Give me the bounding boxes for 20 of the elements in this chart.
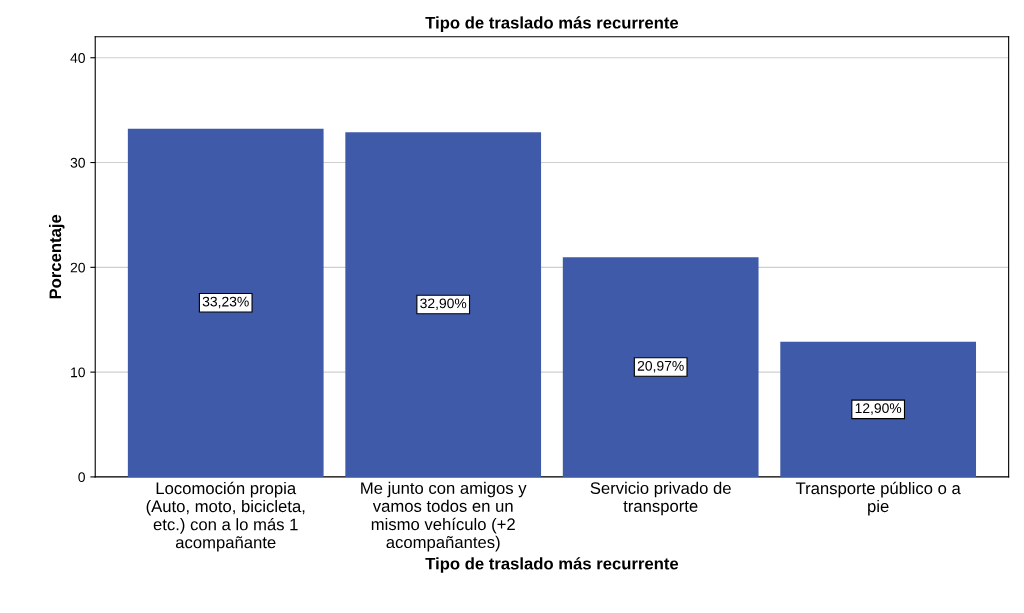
x-axis-title: Tipo de traslado más recurrente xyxy=(425,557,679,573)
y-tick-label: 0 xyxy=(78,472,85,483)
data-label: 33,23% xyxy=(202,296,249,309)
bar xyxy=(780,341,977,477)
x-tick-label: Servicio privado de transporte xyxy=(590,481,731,516)
x-tick-label: Transporte público o a pie xyxy=(795,481,961,516)
bar xyxy=(345,132,542,477)
y-tick-label: 30 xyxy=(70,157,85,168)
y-tick-label: 20 xyxy=(70,262,85,273)
y-tick-label: 10 xyxy=(71,367,85,378)
bar xyxy=(562,257,759,477)
x-tick-label: Locomoción propia (Auto, moto, bicicleta, etc.) con a lo más 1 acompañante xyxy=(146,481,305,552)
data-label: 12,90% xyxy=(855,403,902,415)
x-tick-label: Me junto con amigos y vamos todos en un mismo vehículo (+2 acompañantes) xyxy=(361,481,527,552)
y-tick-label: 40 xyxy=(70,53,85,63)
y-axis-title: Porcentaje xyxy=(48,214,65,299)
bar xyxy=(127,128,324,477)
data-label: 32,90% xyxy=(420,298,467,310)
data-label: 20,97% xyxy=(637,360,684,373)
chart-title: Tipo de traslado más recurrente xyxy=(425,16,679,32)
